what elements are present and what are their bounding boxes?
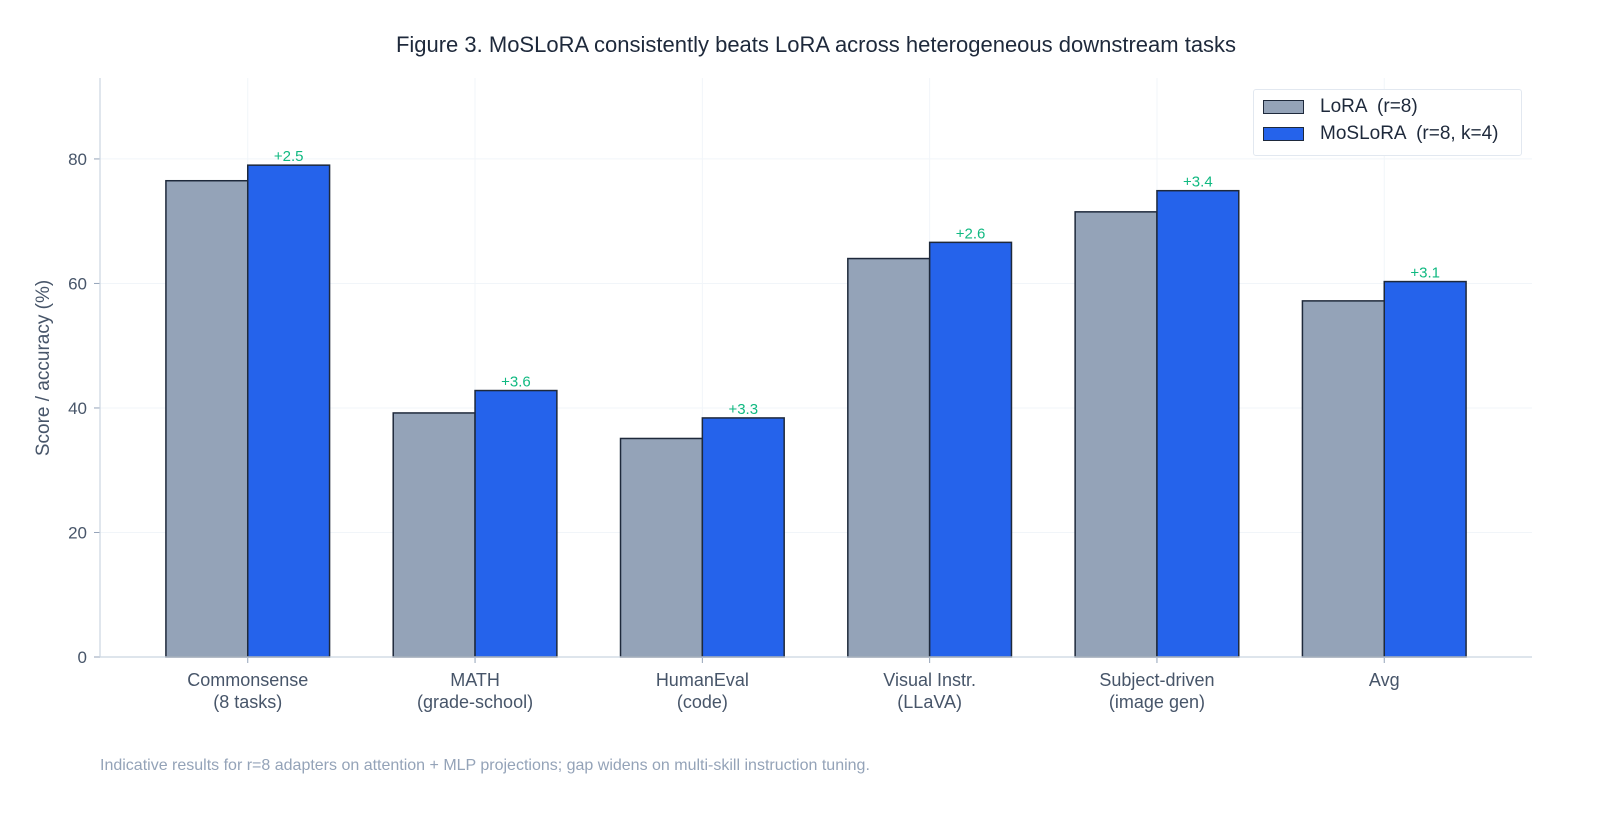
bar-moslora [928,241,1013,658]
gain-annotation: +3.1 [1410,265,1440,282]
legend-item-lora: LoRA (r=8) [1263,96,1418,118]
legend-label-moslora: MoSLoRA (r=8, k=4) [1320,123,1499,144]
bar-moslora [1383,280,1467,658]
bar-lora [1074,211,1158,658]
y-tick-label: 0 [78,648,87,667]
y-tick-label: 40 [68,399,87,418]
x-tick-label: HumanEval [656,670,749,690]
x-tick-sublabel: (8 tasks) [213,692,282,712]
y-tick-label: 60 [68,274,87,293]
bar-moslora [1156,189,1240,658]
legend-swatch-lora [1263,100,1304,114]
y-tick-label: 80 [68,150,87,169]
gain-annotation: +3.6 [501,374,531,391]
bar-moslora [701,417,785,658]
x-tick-label: Visual Instr. [883,670,976,690]
x-tick-label: Subject-driven [1099,670,1214,690]
x-tick-sublabel: (code) [677,692,728,712]
gain-annotation: +2.6 [956,225,986,242]
legend-label-lora: LoRA (r=8) [1320,96,1418,117]
bar-lora [619,437,704,658]
x-tick-label: Avg [1369,670,1400,690]
gain-annotation: +3.4 [1183,174,1213,191]
y-tick-label: 20 [68,523,87,542]
x-tick-label: MATH [450,670,500,690]
chart-title: Figure 3. MoSLoRA consistently beats LoR… [395,32,1237,57]
legend-swatch-moslora [1263,127,1304,141]
x-tick-sublabel: (image gen) [1109,692,1205,712]
legend-item-moslora: MoSLoRA (r=8, k=4) [1263,123,1498,145]
bar-moslora [246,164,331,658]
legend: LoRA (r=8) MoSLoRA (r=8, k=4) [1253,89,1522,156]
x-tick-sublabel: (LLaVA) [897,692,962,712]
gain-annotation: +3.3 [728,401,758,418]
bar-lora [1301,300,1386,658]
x-tick-sublabel: (grade-school) [417,692,533,712]
bar-moslora [474,389,558,658]
x-tick-label: Commonsense [187,670,308,690]
bar-lora [165,179,249,658]
footnote: Indicative results for r=8 adapters on a… [100,757,870,774]
bar-lora [847,257,931,658]
bar-lora [392,412,476,658]
gain-annotation: +2.5 [274,148,304,165]
